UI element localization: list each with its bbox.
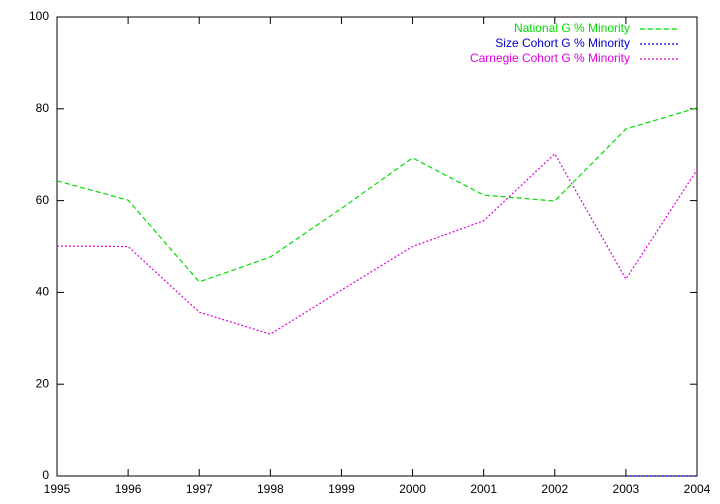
x-tick-label: 1998 <box>257 482 284 496</box>
legend-label: Size Cohort G % Minority <box>495 36 630 50</box>
x-tick-label: 2004 <box>684 482 711 496</box>
y-tick-label: 0 <box>42 468 49 482</box>
x-tick-label: 2000 <box>399 482 426 496</box>
x-tick-label: 2003 <box>613 482 640 496</box>
x-tick-label: 2001 <box>470 482 497 496</box>
y-tick-label: 60 <box>36 193 50 207</box>
y-tick-label: 20 <box>36 376 50 390</box>
legend-label: Carnegie Cohort G % Minority <box>470 51 630 65</box>
x-tick-label: 2002 <box>541 482 568 496</box>
series-line <box>56 107 698 283</box>
series-line <box>56 152 698 335</box>
y-tick-label: 80 <box>36 101 50 115</box>
x-tick-label: 1995 <box>44 482 71 496</box>
x-tick-label: 1996 <box>115 482 142 496</box>
x-tick-label: 1999 <box>328 482 355 496</box>
y-tick-label: 100 <box>29 9 49 23</box>
y-tick-label: 40 <box>36 285 50 299</box>
legend-label: National G % Minority <box>514 21 630 35</box>
plot-frame <box>56 16 698 477</box>
x-tick-label: 1997 <box>186 482 213 496</box>
